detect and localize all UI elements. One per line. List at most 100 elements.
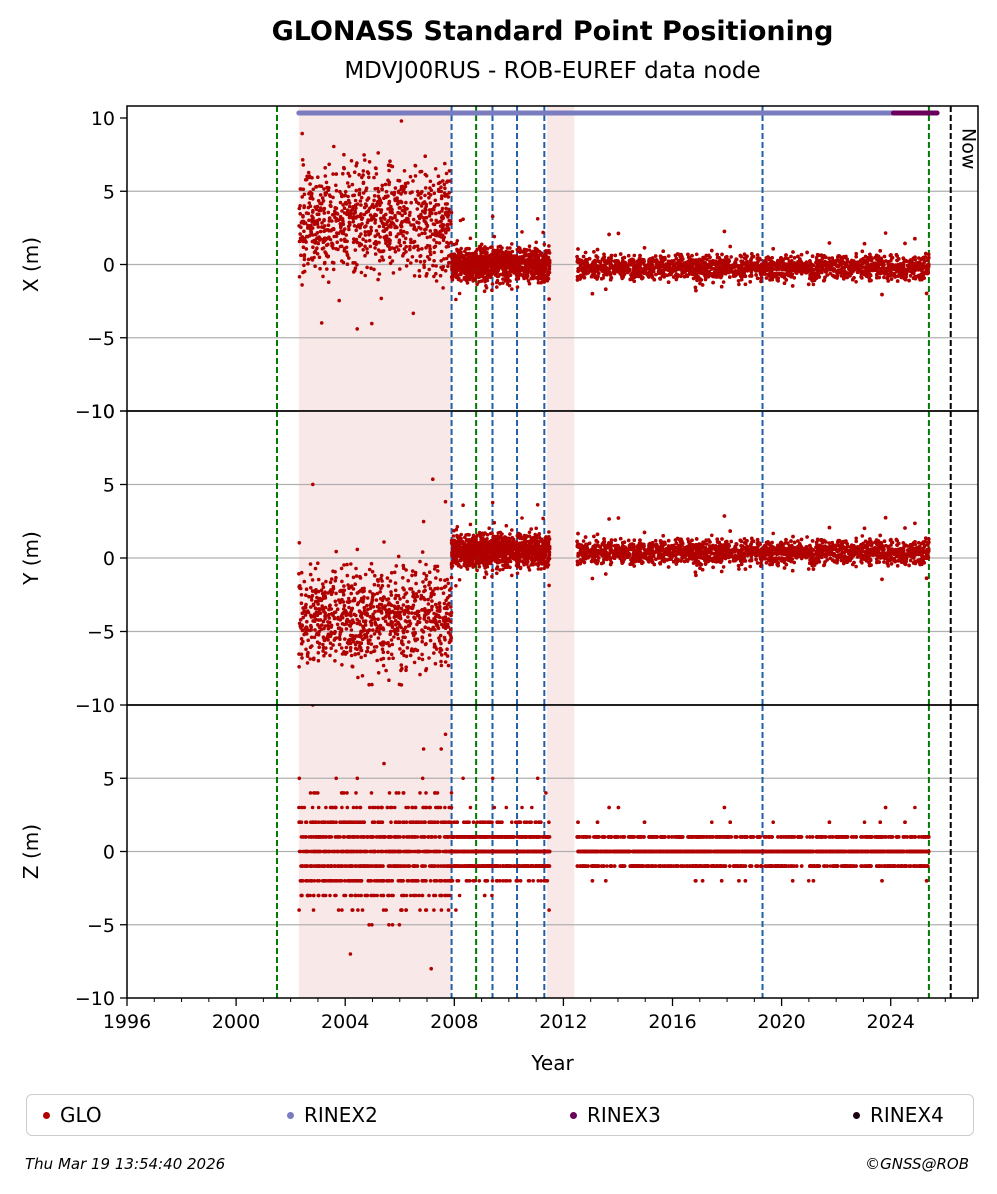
data-point-1-0-361 <box>332 234 337 239</box>
data-point-1-0-833 <box>400 208 405 213</box>
data-point-1-2-2903 <box>740 259 745 264</box>
data-point-1-0-621 <box>318 266 322 271</box>
data-point-1-0-761 <box>304 240 308 244</box>
data-point-1-0-666 <box>346 224 351 229</box>
data-point-1-0-352 <box>367 160 372 164</box>
data-point-1-0-156 <box>398 243 403 248</box>
data-point-1-2-1534 <box>883 231 888 235</box>
data-point-1-1-400 <box>485 246 490 251</box>
data-point-1-0-603 <box>402 251 406 256</box>
data-point-1-1-65 <box>477 279 481 284</box>
data-point-1-0-481 <box>446 213 451 217</box>
data-point-1-2-2818 <box>885 269 890 273</box>
data-point-1-0-626 <box>431 183 436 188</box>
data-point-1-0-809 <box>447 254 451 258</box>
data-point-1-0-750 <box>399 224 404 229</box>
data-point-1-0-748 <box>440 222 445 227</box>
data-point-1-1-1072 <box>504 271 509 275</box>
data-point-1-0-645 <box>345 181 350 185</box>
data-point-1-0-269 <box>377 272 382 276</box>
data-point-1-2-2973 <box>732 272 737 277</box>
chart-subtitle: MDVJ00RUS - ROB-EUREF data node <box>344 58 761 84</box>
data-point-1-1-795 <box>547 297 551 301</box>
data-point-1-0-731 <box>364 188 368 193</box>
data-point-1-2-2428 <box>911 276 916 281</box>
data-point-1-0-689 <box>358 199 363 203</box>
data-point-1-0-457 <box>388 231 393 235</box>
data-point-1-0-134 <box>326 223 331 227</box>
data-point-1-2-1562 <box>814 255 819 260</box>
data-point-1-1-974 <box>518 269 522 274</box>
data-point-1-2-2956 <box>878 249 882 253</box>
data-point-1-1-541 <box>478 248 483 253</box>
data-point-1-1-701 <box>475 247 480 252</box>
data-point-1-1-634 <box>532 249 537 254</box>
data-point-1-0-682 <box>417 221 421 225</box>
data-point-1-0-762 <box>330 260 335 265</box>
data-point-1-0-482 <box>347 174 352 178</box>
data-point-1-0-162 <box>347 184 351 189</box>
data-point-1-1-1036 <box>470 253 475 258</box>
data-point-1-0-171 <box>409 237 413 242</box>
data-point-1-0-758 <box>427 244 432 248</box>
data-point-1-1-1069 <box>531 271 535 276</box>
data-point-1-1-420 <box>461 217 465 221</box>
data-point-1-1-966 <box>457 248 462 253</box>
data-point-1-0-463 <box>306 170 311 175</box>
data-point-1-1-723 <box>512 271 517 275</box>
data-point-1-0-781 <box>375 232 380 237</box>
data-point-1-2-2940 <box>873 255 877 260</box>
data-point-1-0-624 <box>445 223 450 228</box>
data-point-1-0-528 <box>406 258 410 263</box>
data-point-1-0-297 <box>424 174 429 178</box>
data-point-1-2-2758 <box>831 274 836 278</box>
data-point-1-2-1568 <box>575 274 580 279</box>
data-point-1-2-2965 <box>608 263 612 267</box>
data-point-1-0-880 <box>428 247 432 251</box>
data-point-1-2-1944 <box>764 276 769 280</box>
data-point-1-2-2467 <box>666 280 671 285</box>
data-point-1-1-911 <box>462 277 467 281</box>
data-point-1-0-597 <box>314 185 318 189</box>
data-point-1-0-263 <box>365 250 370 255</box>
data-point-1-0-504 <box>423 193 427 198</box>
data-point-1-0-860 <box>440 233 445 237</box>
data-point-1-1-590 <box>508 279 512 283</box>
data-point-1-0-112 <box>401 234 406 238</box>
data-point-1-0-838 <box>324 228 329 232</box>
data-point-1-2-2831 <box>736 271 741 276</box>
data-point-1-2-2878 <box>745 262 750 267</box>
data-point-1-0-734 <box>363 158 367 162</box>
data-point-1-1-69 <box>479 242 484 247</box>
error-band-1-2 <box>547 106 575 411</box>
data-point-1-0-687 <box>363 225 367 229</box>
data-point-1-0-790 <box>413 174 418 178</box>
data-point-1-1-1018 <box>495 285 499 289</box>
data-point-1-0-830 <box>336 247 340 252</box>
data-point-1-0-201 <box>434 271 438 276</box>
data-point-1-0-681 <box>349 159 354 163</box>
data-point-1-2-2893 <box>866 263 870 267</box>
data-point-1-0-718 <box>424 204 429 209</box>
data-point-1-1-1092 <box>500 250 505 254</box>
data-point-1-0-885 <box>354 228 359 233</box>
data-point-1-2-2757 <box>719 284 724 289</box>
data-point-1-0-519 <box>326 188 331 192</box>
data-point-1-2-2948 <box>736 279 741 283</box>
data-point-1-0-357 <box>432 222 437 227</box>
data-point-1-2-2929 <box>810 254 815 258</box>
data-point-1-1-161 <box>475 282 479 287</box>
data-point-1-0-847 <box>389 225 393 229</box>
data-point-1-1-1012 <box>471 261 476 266</box>
data-point-1-2-1893 <box>868 252 872 257</box>
data-point-1-0-296 <box>378 258 382 263</box>
data-point-1-2-2607 <box>755 256 760 261</box>
data-point-1-1-1006 <box>520 261 524 265</box>
data-point-1-1-899 <box>539 269 544 274</box>
data-point-1-1-451 <box>490 288 494 293</box>
data-point-1-0-646 <box>393 249 398 254</box>
data-point-1-2-2169 <box>755 276 760 281</box>
data-point-1-1-462 <box>526 279 531 283</box>
data-point-1-0-650 <box>389 164 393 168</box>
data-point-1-0-509 <box>354 215 358 219</box>
